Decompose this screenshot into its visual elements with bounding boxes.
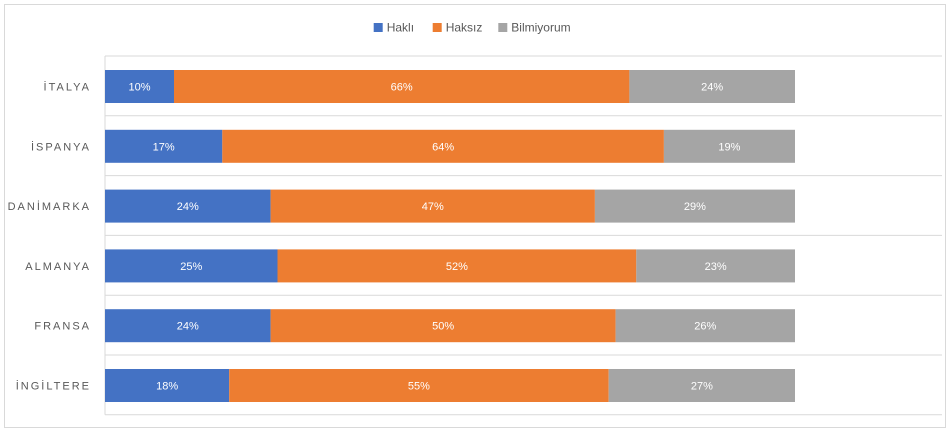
- legend-label: Haksız: [446, 21, 483, 35]
- chart-legend: Haklı Haksız Bilmiyorum: [373, 21, 571, 35]
- bar-segment: [608, 369, 795, 402]
- data-label: 23%: [705, 261, 727, 273]
- chart-frame: Haklı Haksız Bilmiyorum 10% 66% 24% 17% 64% 19%…: [4, 4, 946, 428]
- bar-segment: [105, 129, 223, 163]
- data-label: 17%: [153, 141, 175, 153]
- bar-segment: [594, 189, 795, 223]
- bar-segment: [105, 249, 278, 283]
- data-label: 50%: [432, 321, 454, 333]
- bar-segment: [615, 309, 795, 343]
- data-label: 18%: [156, 381, 178, 393]
- bar-segment: [270, 309, 616, 343]
- category-labels: İTALYA İSPANYA DANİMARKA ALMANYA FRANSA İNGİL…: [8, 81, 91, 393]
- data-label: 24%: [701, 82, 723, 94]
- bars: 10% 66% 24% 17% 64% 19% 24% 47% 29% 25% 52% 23% 24% 5…: [105, 70, 795, 402]
- bar-segment: [105, 369, 230, 402]
- bar-segment: [105, 189, 271, 223]
- category-label: İSPANYA: [31, 140, 91, 153]
- gridlines: [104, 55, 942, 416]
- category-label: DANİMARKA: [8, 200, 91, 213]
- category-label: İTALYA: [44, 81, 91, 94]
- legend-swatch: [432, 23, 442, 32]
- data-label: 64%: [432, 141, 454, 153]
- category-label: FRANSA: [34, 321, 91, 333]
- legend-label: Bilmiyorum: [511, 21, 570, 35]
- data-label: 47%: [422, 201, 444, 213]
- bar-segment: [229, 369, 609, 402]
- data-label: 25%: [180, 261, 202, 273]
- legend-swatch: [373, 23, 383, 32]
- bar-segment: [222, 129, 664, 163]
- data-label: 52%: [446, 261, 468, 273]
- bar-segment: [636, 249, 795, 283]
- bar-segment: [277, 249, 637, 283]
- data-label: 66%: [391, 82, 413, 94]
- data-label: 55%: [408, 381, 430, 393]
- legend-swatch: [498, 23, 508, 32]
- data-label: 26%: [694, 321, 716, 333]
- data-label: 29%: [684, 201, 706, 213]
- data-label: 27%: [691, 381, 713, 393]
- bar-segment: [174, 70, 630, 103]
- legend-label: Haklı: [387, 21, 414, 35]
- bar-segment: [629, 70, 795, 103]
- bar-segment: [105, 70, 174, 103]
- data-label: 24%: [177, 321, 199, 333]
- bar-segment: [105, 309, 271, 343]
- data-label: 19%: [718, 141, 740, 153]
- category-label: İNGİLTERE: [16, 380, 91, 393]
- data-label: 10%: [128, 82, 150, 94]
- stacked-bar-chart: Haklı Haksız Bilmiyorum 10% 66% 24% 17% 64% 19%…: [8, 21, 942, 416]
- bar-segment: [270, 189, 595, 223]
- bar-segment: [663, 129, 795, 163]
- category-label: ALMANYA: [25, 261, 91, 273]
- data-label: 24%: [177, 201, 199, 213]
